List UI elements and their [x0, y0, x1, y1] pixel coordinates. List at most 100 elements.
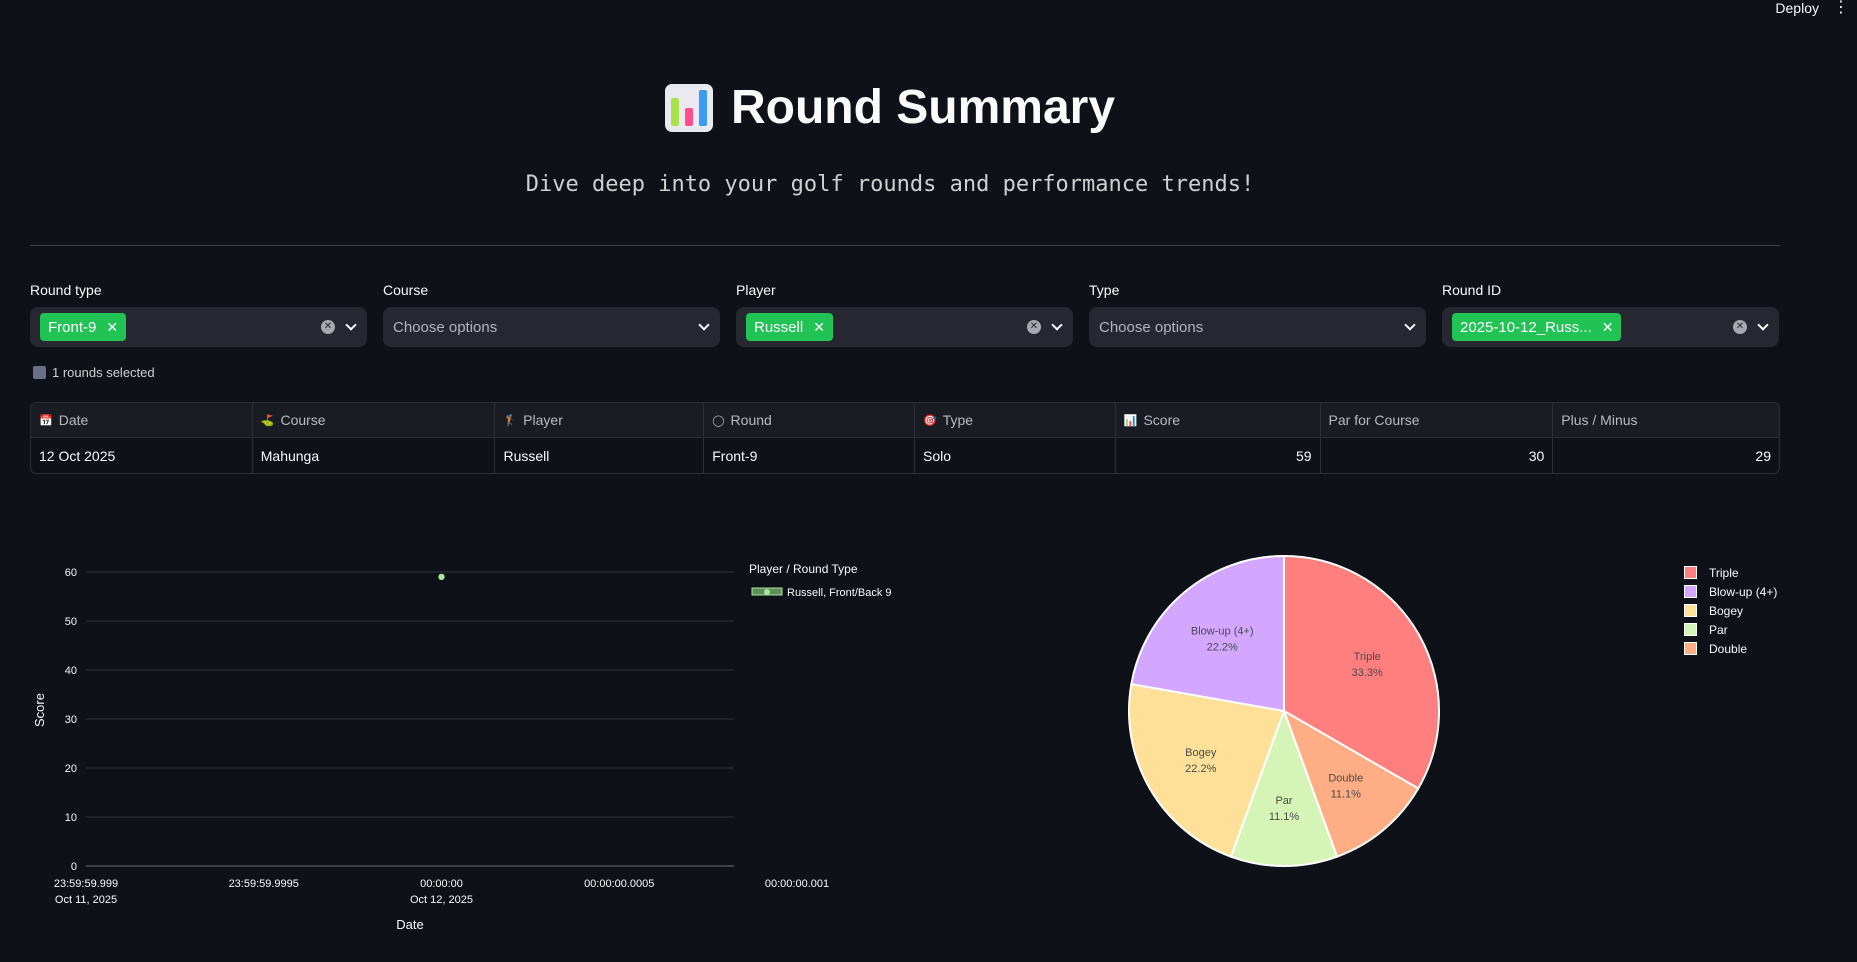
legend-marker	[764, 589, 770, 595]
legend-item[interactable]: Triple	[1684, 563, 1777, 582]
y-tick-label: 60	[65, 567, 77, 579]
clear-icon[interactable]: ✕	[1733, 320, 1747, 334]
page-title: Round Summary	[0, 80, 1780, 135]
bar-chart-icon	[664, 83, 713, 132]
column-header-round[interactable]: ◯ Round	[704, 403, 915, 437]
bar-chart-icon: 📊	[1123, 414, 1138, 427]
x-tick-label: Oct 12, 2025	[410, 894, 473, 906]
column-header-plus-minus[interactable]: Plus / Minus	[1553, 403, 1779, 437]
column-header-score[interactable]: 📊 Score	[1116, 403, 1321, 437]
chip-remove-icon[interactable]: ✕	[813, 318, 825, 335]
chevron-down-icon[interactable]	[1757, 319, 1769, 331]
golf-flag-icon: ⛳	[260, 414, 275, 427]
filter-course: Course Choose options	[383, 282, 720, 347]
rounds-selected-caption: 1 rounds selected	[33, 365, 155, 380]
table-cell[interactable]: 12 Oct 2025	[31, 438, 253, 473]
column-header-type[interactable]: 🎯 Type	[915, 403, 1116, 437]
slice-percent: 11.1%	[1269, 811, 1300, 823]
slice-label: Double	[1328, 773, 1363, 785]
x-tick-label: 23:59:59.9995	[229, 878, 299, 890]
chevron-down-icon[interactable]	[698, 319, 710, 331]
legend-item[interactable]: Par	[1684, 620, 1777, 639]
legend-item[interactable]: Blow-up (4+)	[1684, 582, 1777, 601]
rounds-table[interactable]: 📅 Date ⛳ Course 🏌 Player ◯ Round 🎯 Type 📊 Scor…	[30, 402, 1780, 474]
table-row[interactable]: 12 Oct 2025 Mahunga Russell Front-9 Solo…	[31, 438, 1779, 473]
column-header-label: Course	[280, 412, 326, 428]
chevron-down-icon[interactable]	[1404, 319, 1416, 331]
legend-swatch	[1684, 642, 1697, 655]
chevron-down-icon[interactable]	[1051, 319, 1063, 331]
data-point	[438, 573, 445, 581]
placeholder-text: Choose options	[1099, 318, 1204, 336]
x-tick-label: Oct 11, 2025	[55, 894, 117, 906]
filter-label: Round type	[30, 282, 102, 298]
bar-chart-icon	[33, 366, 46, 379]
course-multiselect[interactable]: Choose options	[383, 307, 720, 347]
x-axis-title: Date	[396, 917, 423, 932]
round-type-multiselect[interactable]: Front-9 ✕ ✕	[30, 307, 367, 347]
column-header-date[interactable]: 📅 Date	[31, 403, 253, 437]
filter-label: Course	[383, 282, 429, 298]
score-distribution-pie-chart[interactable]: Triple 33.3% Double 11.1% Par 11.1% Bogey 22.2%…	[1100, 540, 1470, 880]
x-tick-label: 00:00:00.0005	[584, 878, 654, 890]
x-tick-label: 23:59:59.999	[54, 878, 118, 890]
pie-slice	[1130, 554, 1285, 713]
slice-label: Par	[1275, 795, 1292, 807]
table-cell[interactable]: 59	[1116, 438, 1321, 473]
y-tick-label: 0	[71, 861, 77, 873]
slice-percent: 33.3%	[1352, 667, 1383, 679]
column-header-label: Player	[523, 412, 563, 428]
filter-label: Type	[1089, 282, 1120, 298]
legend-label: Bogey	[1709, 603, 1744, 618]
table-cell[interactable]: Russell	[495, 438, 705, 473]
page-title-text: Round Summary	[730, 81, 1116, 134]
column-header-label: Type	[942, 412, 974, 428]
score-scatter-chart[interactable]: 0 10 20 30 40 50 60 23:59:59.999 Oct 11, 2025 23:…	[0, 540, 920, 940]
table-cell[interactable]: Front-9	[704, 438, 915, 473]
player-multiselect[interactable]: Russell ✕ ✕	[736, 307, 1073, 347]
legend-swatch	[1684, 604, 1697, 617]
column-header-label: Plus / Minus	[1561, 412, 1638, 428]
filter-label: Player	[736, 282, 776, 298]
x-tick-label: 00:00:00	[420, 878, 463, 890]
table-cell[interactable]: Solo	[915, 438, 1116, 473]
filter-type: Type Choose options	[1089, 282, 1426, 347]
y-tick-label: 50	[65, 616, 77, 628]
type-multiselect[interactable]: Choose options	[1089, 307, 1426, 347]
divider	[30, 245, 1780, 246]
deploy-button[interactable]: Deploy	[1775, 0, 1819, 16]
chip-remove-icon[interactable]: ✕	[106, 318, 119, 335]
pie-slice	[1283, 554, 1440, 790]
column-header-label: Score	[1143, 412, 1181, 428]
clear-icon[interactable]: ✕	[1027, 320, 1041, 334]
chip-remove-icon[interactable]: ✕	[1601, 318, 1614, 335]
main-menu-icon[interactable]: ⋮	[1833, 0, 1849, 16]
legend-item[interactable]: Bogey	[1684, 601, 1777, 620]
column-header-label: Par for Course	[1328, 412, 1420, 428]
chevron-down-icon[interactable]	[345, 319, 357, 331]
slice-label: Bogey	[1185, 747, 1217, 759]
y-tick-label: 20	[65, 763, 77, 775]
column-header-par[interactable]: Par for Course	[1321, 403, 1554, 437]
legend-item[interactable]: Double	[1684, 639, 1777, 658]
target-icon: 🎯	[923, 414, 937, 427]
calendar-icon: 📅	[39, 414, 53, 427]
y-tick-label: 10	[65, 812, 77, 824]
column-header-course[interactable]: ⛳ Course	[253, 403, 496, 437]
chip-label: Russell	[754, 318, 804, 336]
table-cell[interactable]: Mahunga	[253, 438, 496, 473]
column-header-player[interactable]: 🏌 Player	[495, 403, 705, 437]
chip-label: Front-9	[48, 318, 97, 336]
selected-chip: Front-9 ✕	[40, 313, 127, 341]
legend-swatch	[1684, 585, 1697, 598]
round-id-multiselect[interactable]: 2025-10-12_Russ... ✕ ✕	[1442, 307, 1779, 347]
legend-swatch	[1684, 623, 1697, 636]
column-header-label: Round	[730, 412, 772, 428]
selected-chip: Russell ✕	[746, 313, 833, 341]
pie-slice	[1128, 682, 1286, 858]
top-toolbar: Deploy ⋮	[1775, 0, 1857, 16]
filter-player: Player Russell ✕ ✕	[736, 282, 1073, 347]
clear-icon[interactable]: ✕	[321, 320, 335, 334]
table-cell[interactable]: 30	[1321, 438, 1554, 473]
table-cell[interactable]: 29	[1755, 447, 1771, 464]
